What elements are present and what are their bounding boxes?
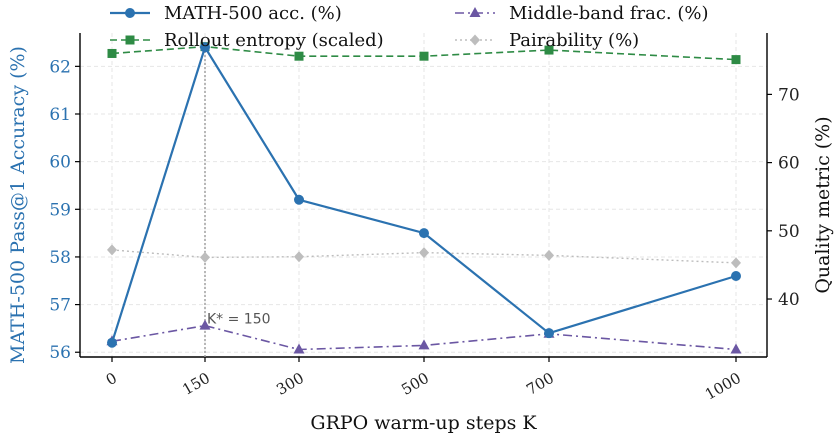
legend-entry-1: Rollout entropy (scaled) [110, 30, 384, 51]
y-right-axis-label: Quality metric (%) [812, 116, 834, 293]
y-left-tick-label-3: 59 [49, 200, 71, 220]
series-3-point-5 [731, 257, 741, 269]
series-2-point-3 [418, 339, 430, 350]
series-0-point-5 [731, 271, 741, 281]
y-left-tick-label-1: 57 [49, 296, 71, 316]
x-tick-label-3: 500 [398, 369, 432, 399]
x-tick-label-0: 0 [103, 369, 120, 389]
annotation-k-star: K* = 150 [207, 312, 271, 328]
legend-marker-2 [469, 7, 481, 17]
y-left-tick-label-0: 56 [49, 343, 71, 363]
series-2-point-1 [199, 319, 211, 330]
series-0 [107, 42, 741, 348]
x-tick-label-4: 700 [523, 369, 557, 399]
legend-marker-1 [125, 35, 135, 45]
y-right-tick-label-2: 60 [778, 154, 800, 174]
y-left-tick-label-5: 61 [49, 105, 71, 125]
y-left-tick-label-4: 60 [49, 153, 71, 173]
x-tick-label-1: 150 [179, 369, 213, 399]
y-right-tick-label-0: 40 [778, 290, 800, 310]
series-3-point-4 [544, 249, 554, 261]
series-1-point-4 [544, 45, 554, 55]
x-tick-label-5: 1000 [702, 369, 744, 404]
x-tick-label-2: 300 [273, 369, 307, 399]
series-line-1 [111, 45, 737, 61]
legend: MATH-500 acc. (%) Rollout entropy (scaled… [110, 3, 709, 51]
series-3-point-1 [200, 251, 210, 263]
series-3-point-3 [419, 247, 429, 259]
legend-label-3: Pairability (%) [509, 30, 639, 51]
x-axis-label: GRPO warm-up steps K [310, 412, 537, 433]
series-2-point-2 [293, 343, 305, 354]
legend-marker-0 [125, 8, 135, 18]
series-1-point-5 [731, 55, 741, 65]
series-0-point-0 [107, 337, 117, 348]
series-1-point-0 [107, 48, 117, 58]
series-3-point-2 [294, 251, 304, 263]
series-line-0 [110, 44, 737, 344]
series-line-2 [111, 324, 737, 351]
legend-label-2: Middle-band frac. (%) [509, 3, 709, 24]
series-0-point-3 [419, 228, 429, 239]
legend-label-0: MATH-500 acc. (%) [164, 3, 342, 24]
legend-label-1: Rollout entropy (scaled) [164, 30, 384, 51]
y-left-tick-label-6: 62 [49, 57, 71, 77]
series-1-point-3 [419, 51, 429, 61]
series-0-point-1 [200, 42, 210, 53]
series-0-point-4 [544, 328, 554, 339]
legend-marker-3 [470, 34, 480, 46]
axis-labels: GRPO warm-up steps K MATH-500 Pass@1 Accu… [7, 46, 834, 433]
y-right-tick-label-1: 50 [778, 222, 800, 242]
grid-lines [80, 33, 767, 357]
y-left-tick-label-2: 58 [49, 248, 71, 268]
series-layer [106, 42, 742, 354]
y-left-axis-label: MATH-500 Pass@1 Accuracy (%) [7, 46, 29, 364]
series-2-point-5 [730, 343, 742, 354]
series-0-point-2 [294, 194, 304, 205]
legend-entry-2: Middle-band frac. (%) [455, 3, 709, 24]
legend-entry-0: MATH-500 acc. (%) [110, 3, 342, 24]
y-right-tick-label-3: 70 [778, 85, 800, 105]
series-3-point-0 [107, 244, 117, 256]
series-3 [107, 244, 741, 269]
legend-entry-3: Pairability (%) [455, 30, 639, 51]
series-1-point-2 [294, 51, 304, 61]
